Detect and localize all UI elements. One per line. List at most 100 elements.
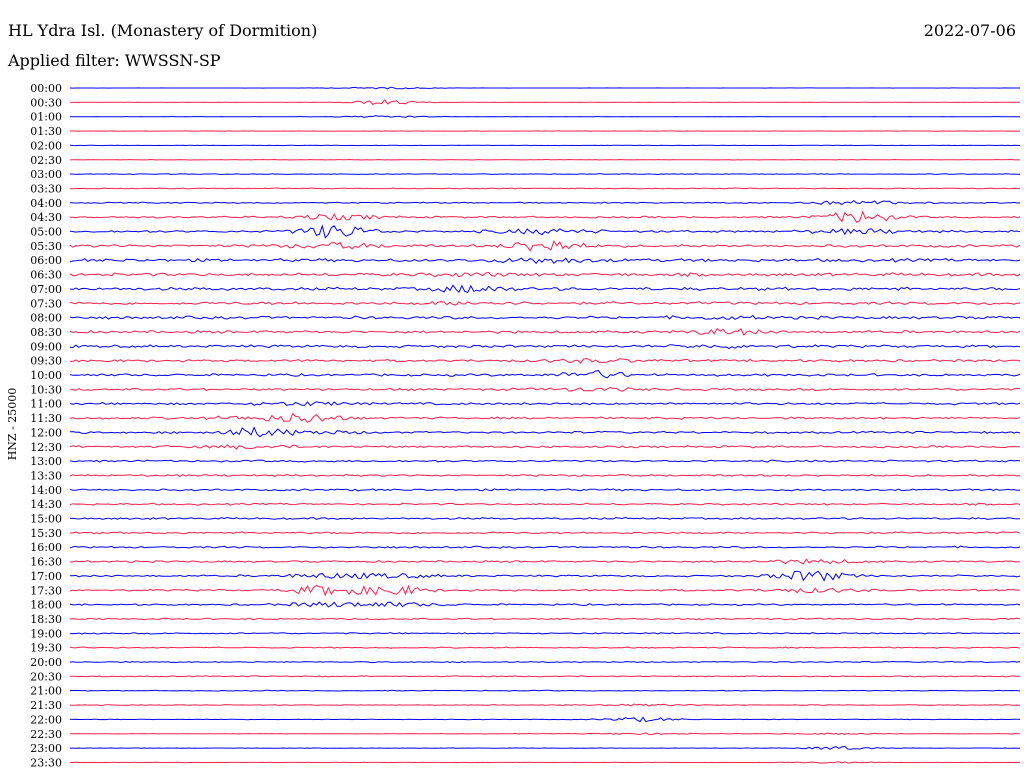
time-tick-label: 05:00 xyxy=(30,226,62,239)
chart-subtitle: Applied filter: WWSSN-SP xyxy=(7,51,221,70)
time-tick-label: 08:00 xyxy=(30,312,62,325)
trace-line-0330 xyxy=(69,187,1021,190)
trace-line-1030 xyxy=(70,386,1021,392)
time-tick-label: 15:30 xyxy=(30,527,62,540)
trace-line-1900 xyxy=(69,632,1021,635)
trace-line-0730 xyxy=(69,300,1021,306)
trace-line-1000 xyxy=(69,370,1021,379)
time-tick-label: 10:00 xyxy=(30,369,62,382)
time-tick-label: 04:30 xyxy=(30,211,62,224)
y-axis-label: HNZ - 25000 xyxy=(6,388,19,461)
time-tick-label: 07:30 xyxy=(30,297,62,310)
trace-line-2100 xyxy=(69,689,1021,692)
trace-line-0300 xyxy=(69,173,1020,176)
time-tick-label: 17:30 xyxy=(30,584,62,597)
time-tick-label: 12:30 xyxy=(30,441,62,454)
time-tick-label: 02:00 xyxy=(30,139,62,152)
trace-line-1700 xyxy=(70,570,1021,582)
time-tick-label: 02:30 xyxy=(30,154,62,167)
trace-line-0430 xyxy=(69,210,1021,223)
trace-line-0830 xyxy=(69,327,1021,336)
trace-group xyxy=(69,86,1021,764)
trace-line-1800 xyxy=(69,601,1021,608)
time-tick-label: 07:00 xyxy=(30,283,62,296)
trace-line-0400 xyxy=(69,199,1021,206)
trace-line-2230 xyxy=(69,732,1021,736)
time-tick-label: 13:30 xyxy=(30,469,62,482)
time-tick-label: 16:30 xyxy=(30,556,62,569)
time-tick-label: 04:00 xyxy=(30,197,62,210)
time-tick-label: 12:00 xyxy=(30,426,62,439)
trace-line-1930 xyxy=(69,646,1021,649)
trace-line-0900 xyxy=(69,344,1021,350)
time-tick-label: 03:30 xyxy=(30,182,62,195)
trace-line-1200 xyxy=(69,426,1021,438)
trace-line-2300 xyxy=(70,745,1021,750)
time-tick-label: 01:30 xyxy=(30,125,62,138)
trace-line-2030 xyxy=(70,675,1021,678)
time-tick-label: 11:30 xyxy=(30,412,62,425)
trace-line-1230 xyxy=(69,444,1021,450)
trace-line-2200 xyxy=(69,716,1021,723)
trace-line-0030 xyxy=(69,99,1020,106)
trace-line-0500 xyxy=(69,224,1021,239)
time-tick-label: 03:00 xyxy=(30,168,62,181)
trace-line-1600 xyxy=(69,545,1021,549)
trace-line-1630 xyxy=(69,558,1021,565)
time-tick-label: 23:30 xyxy=(30,756,62,769)
trace-line-1100 xyxy=(69,401,1021,407)
trace-line-1300 xyxy=(69,459,1021,463)
time-tick-label: 21:30 xyxy=(30,699,62,712)
time-tick-label: 14:00 xyxy=(30,484,62,497)
trace-line-1330 xyxy=(69,473,1021,478)
trace-line-0230 xyxy=(69,158,1021,161)
time-tick-label: 14:30 xyxy=(30,498,62,511)
trace-line-1430 xyxy=(69,502,1021,506)
trace-line-0700 xyxy=(69,284,1021,294)
trace-line-2130 xyxy=(69,703,1021,707)
trace-line-0100 xyxy=(69,115,1020,118)
time-tick-label: 18:00 xyxy=(30,599,62,612)
time-tick-label: 22:30 xyxy=(30,728,62,741)
chart-date: 2022-07-06 xyxy=(924,21,1016,40)
time-tick-label: 19:00 xyxy=(30,627,62,640)
time-tick-label: 22:00 xyxy=(30,713,62,726)
time-tick-label: 20:00 xyxy=(30,656,62,669)
trace-line-2000 xyxy=(69,660,1021,664)
time-tick-label: 00:30 xyxy=(30,96,62,109)
trace-line-1500 xyxy=(69,516,1021,520)
trace-line-1530 xyxy=(69,531,1021,535)
time-tick-label: 17:00 xyxy=(30,570,62,583)
trace-line-1400 xyxy=(69,488,1021,492)
trace-line-0530 xyxy=(69,240,1021,252)
chart-title: HL Ydra Isl. (Monastery of Dormition) xyxy=(8,21,317,40)
trace-line-0930 xyxy=(69,358,1021,364)
trace-line-0630 xyxy=(69,271,1021,278)
trace-line-2330 xyxy=(69,761,1020,764)
time-tick-label: 19:30 xyxy=(30,642,62,655)
time-tick-label: 06:00 xyxy=(30,254,62,267)
time-tick-label: 00:00 xyxy=(30,82,62,95)
time-tick-label: 10:30 xyxy=(30,383,62,396)
time-tick-label: 09:30 xyxy=(30,355,62,368)
time-tick-label: 21:00 xyxy=(30,685,62,698)
time-tick-label: 13:00 xyxy=(30,455,62,468)
trace-line-0800 xyxy=(69,314,1021,320)
time-tick-label: 05:30 xyxy=(30,240,62,253)
time-tick-label: 15:00 xyxy=(30,513,62,526)
time-tick-label: 06:30 xyxy=(30,269,62,282)
time-tick-label: 16:00 xyxy=(30,541,62,554)
time-tick-label: 09:00 xyxy=(30,340,62,353)
time-tick-label: 23:00 xyxy=(30,742,62,755)
time-tick-label: 11:00 xyxy=(30,398,62,411)
trace-line-1130 xyxy=(69,412,1021,423)
trace-line-0600 xyxy=(69,257,1021,265)
time-tick-label: 01:00 xyxy=(30,111,62,124)
time-tick-label: 18:30 xyxy=(30,613,62,626)
trace-line-0000 xyxy=(69,86,1020,90)
trace-line-1730 xyxy=(69,584,1021,597)
time-tick-label: 08:30 xyxy=(30,326,62,339)
time-tick-label: 20:30 xyxy=(30,670,62,683)
